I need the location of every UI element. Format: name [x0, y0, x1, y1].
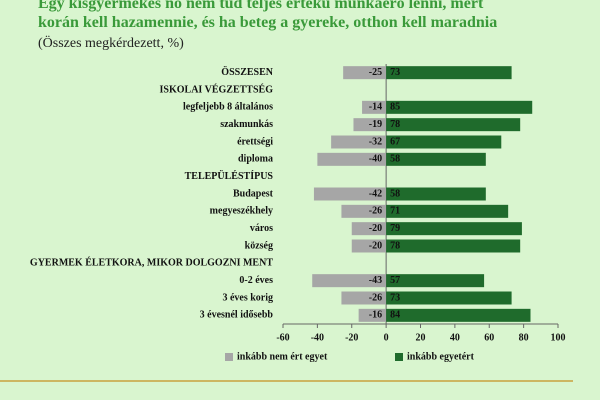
category-label: GYERMEK ÉLETKORA, MIKOR DOLGOZNI MENT [30, 257, 273, 269]
value-label: 73 [390, 67, 400, 78]
category-label: megyeszékhely [210, 206, 273, 217]
value-label: -26 [369, 292, 382, 303]
value-label: 73 [390, 292, 400, 303]
category-label: 0-2 éves [239, 275, 273, 286]
bar [317, 152, 387, 166]
bar [312, 274, 387, 288]
bar [343, 66, 387, 80]
x-tick-label: 60 [484, 332, 494, 343]
value-label: -26 [369, 206, 382, 217]
value-label: 78 [390, 240, 400, 251]
value-label: 78 [390, 119, 400, 130]
bar [341, 291, 387, 305]
bar [341, 204, 387, 218]
x-tick-label: 20 [416, 332, 426, 343]
x-tick-label: 80 [519, 332, 529, 343]
legend-label: inkább egyetért [407, 351, 475, 362]
category-label: város [250, 223, 273, 234]
bar [386, 135, 502, 149]
bar [386, 118, 521, 132]
bar [353, 118, 387, 132]
value-label: -19 [369, 119, 382, 130]
value-label: -43 [369, 275, 382, 286]
bar [386, 187, 486, 201]
bar [386, 66, 512, 80]
category-label: község [245, 240, 273, 251]
category-label: legfeljebb 8 általános [183, 102, 273, 113]
value-label: 58 [390, 188, 400, 199]
category-label: TELEPÜLÉSTÍPUS [185, 169, 274, 182]
bar [351, 239, 387, 253]
x-tick-label: 100 [551, 332, 566, 343]
value-label: -40 [369, 154, 382, 165]
value-label: -32 [369, 136, 382, 147]
bar [362, 100, 387, 114]
category-label: ÖSSZESEN [221, 65, 273, 78]
value-label: 57 [390, 275, 400, 286]
bar [386, 222, 522, 236]
category-label: 3 évesnél idősebb [200, 310, 274, 321]
category-label: érettségi [237, 136, 273, 147]
bar [351, 222, 387, 236]
bar [386, 308, 531, 322]
category-label: 3 éves korig [222, 292, 273, 303]
x-tick-label: -20 [345, 332, 358, 343]
value-label: 71 [390, 206, 400, 217]
bar [358, 308, 387, 322]
chart-subtitle: (Összes megkérdezett, %) [38, 36, 184, 51]
value-label: -20 [369, 223, 382, 234]
category-label: szakmunkás [220, 119, 273, 130]
value-label: -16 [369, 310, 382, 321]
legend-label: inkább nem ért egyet [237, 351, 328, 362]
value-label: 79 [390, 223, 400, 234]
value-label: -20 [369, 240, 382, 251]
legend-swatch [395, 353, 403, 361]
x-tick-label: 0 [384, 332, 389, 343]
value-label: 85 [390, 102, 400, 113]
bar [386, 291, 512, 305]
x-tick-label: -40 [311, 332, 324, 343]
value-label: -42 [369, 188, 382, 199]
bar [386, 152, 486, 166]
chart-title: Egy kisgyermekes nő nem tud teljes érték… [38, 0, 498, 31]
value-label: 58 [390, 154, 400, 165]
bar [386, 100, 533, 114]
bar [386, 204, 509, 218]
bar [331, 135, 387, 149]
category-label: ISKOLAI VÉGZETTSÉG [160, 83, 274, 95]
legend-swatch [225, 353, 233, 361]
bar [386, 274, 485, 288]
x-tick-label: 40 [450, 332, 460, 343]
value-label: 84 [390, 310, 400, 321]
x-tick-label: -60 [276, 332, 289, 343]
value-label: 67 [390, 136, 400, 147]
category-label: diploma [238, 154, 273, 165]
value-label: -25 [369, 67, 382, 78]
bar [313, 187, 387, 201]
category-label: Budapest [233, 188, 274, 199]
value-label: -14 [369, 102, 382, 113]
bar [386, 239, 521, 253]
